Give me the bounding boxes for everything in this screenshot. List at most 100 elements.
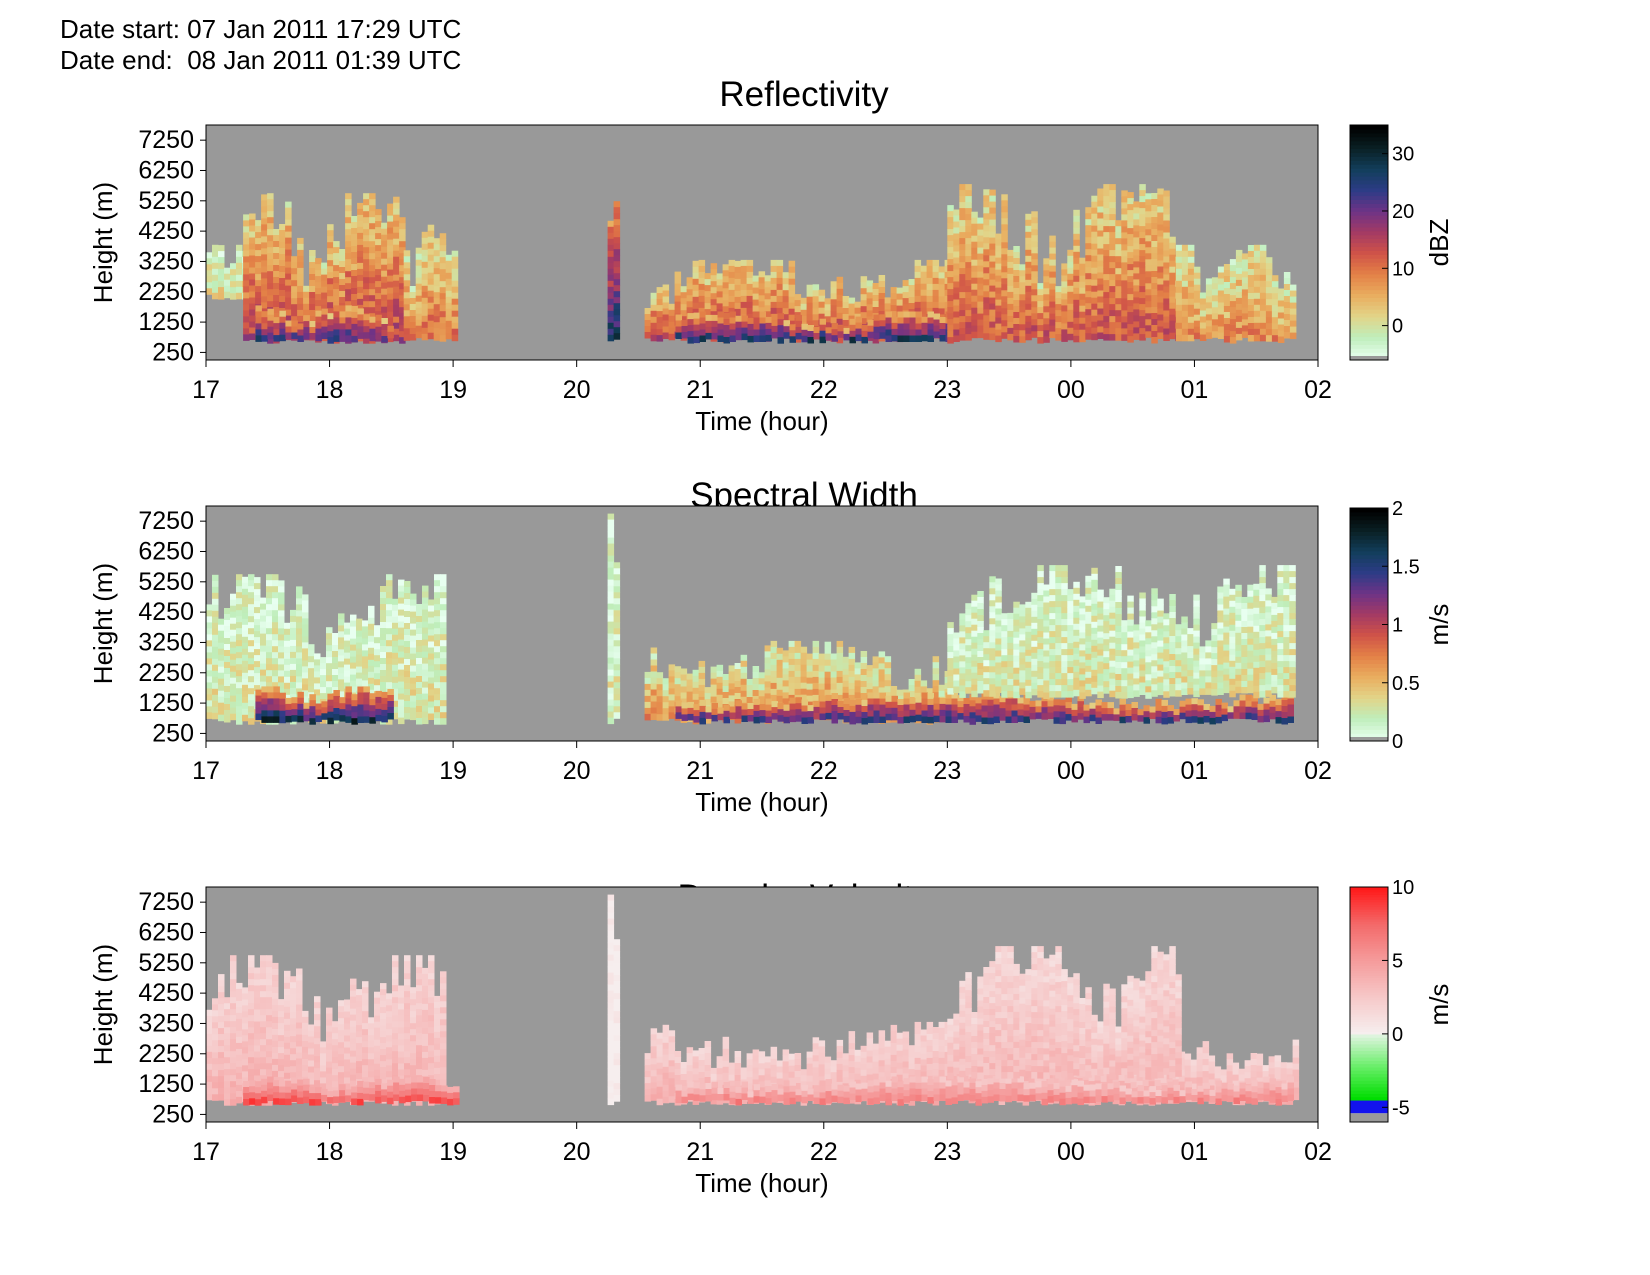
x-tick-label: 17 <box>192 376 220 404</box>
x-tick-label: 01 <box>1181 757 1209 785</box>
colorbar-missing-swatch <box>1350 737 1388 741</box>
y-axis-label: Height (m) <box>88 944 118 1065</box>
x-tick-label: 18 <box>316 757 344 785</box>
y-tick-label: 4250 <box>138 979 194 1007</box>
echo-region <box>947 946 1182 1080</box>
x-tick-label: 21 <box>686 757 714 785</box>
y-tick-label: 5250 <box>138 949 194 977</box>
x-tick-label: 17 <box>192 757 220 785</box>
x-tick-label: 00 <box>1057 1138 1085 1166</box>
x-tick-label: 19 <box>439 376 467 404</box>
y-tick-label: 250 <box>152 338 194 366</box>
colorbar-label: m/s <box>1424 604 1454 646</box>
y-tick-label: 4250 <box>138 217 194 245</box>
x-tick-label: 18 <box>316 1138 344 1166</box>
x-tick-label: 20 <box>563 1138 591 1166</box>
echo-region <box>243 1076 460 1106</box>
y-tick-label: 6250 <box>138 918 194 946</box>
echo-region <box>206 955 447 1106</box>
y-tick-label: 3250 <box>138 247 194 275</box>
x-tick-label: 23 <box>933 757 961 785</box>
x-tick-label: 02 <box>1304 757 1332 785</box>
colorbar-tick-label: 20 <box>1392 201 1414 223</box>
x-tick-label: 00 <box>1057 376 1085 404</box>
y-tick-label: 5250 <box>138 568 194 596</box>
y-tick-label: 2250 <box>138 1040 194 1068</box>
colorbar-label: dBZ <box>1424 219 1454 267</box>
x-tick-label: 02 <box>1304 1138 1332 1166</box>
x-tick-label: 19 <box>439 1138 467 1166</box>
y-tick-label: 3250 <box>138 628 194 656</box>
x-axis-label: Time (hour) <box>695 787 828 817</box>
date-start: Date start: 07 Jan 2011 17:29 UTC <box>60 14 462 44</box>
colorbar-missing-swatch <box>1350 356 1388 360</box>
x-tick-label: 23 <box>933 1138 961 1166</box>
colorbar-tick-label: 0 <box>1392 316 1403 338</box>
echo-region <box>675 311 952 344</box>
y-tick-label: 7250 <box>138 126 194 154</box>
y-tick-label: 4250 <box>138 598 194 626</box>
colorbar: 10 5 0 -5 m/s <box>1349 877 1454 1123</box>
y-tick-label: 5250 <box>138 187 194 215</box>
colorbar-tick-label: 0 <box>1392 731 1403 753</box>
y-tick-label: 250 <box>152 1100 194 1128</box>
x-tick-label: 01 <box>1181 376 1209 404</box>
colorbar-tick-label: 2 <box>1392 498 1403 520</box>
y-tick-label: 2250 <box>138 278 194 306</box>
x-tick-label: 22 <box>810 376 838 404</box>
echo-region <box>607 513 621 725</box>
colorbar-missing-swatch <box>1350 1113 1388 1122</box>
colorbar-tick-label: -5 <box>1392 1097 1410 1119</box>
title-reflectivity: Reflectivity <box>719 75 889 114</box>
colorbar-tick-label: 0 <box>1392 1024 1403 1046</box>
y-tick-label: 1250 <box>138 1070 194 1098</box>
colorbar: 30 20 10 0 dBZ <box>1349 124 1454 361</box>
y-tick-label: 6250 <box>138 156 194 184</box>
y-axis-label: Height (m) <box>88 182 118 303</box>
colorbar-tick-label: 0.5 <box>1392 673 1420 695</box>
colorbar-tick-label: 10 <box>1392 258 1414 280</box>
y-tick-label: 2250 <box>138 659 194 687</box>
y-tick-label: 7250 <box>138 507 194 535</box>
colorbar-tick-label: 1.5 <box>1392 556 1420 578</box>
y-tick-label: 7250 <box>138 888 194 916</box>
x-tick-label: 01 <box>1181 1138 1209 1166</box>
echo-region <box>255 686 394 725</box>
echo-region <box>607 894 621 1106</box>
echo-region <box>1175 244 1297 344</box>
echo-region <box>243 193 406 344</box>
x-tick-label: 00 <box>1057 757 1085 785</box>
x-tick-label: 21 <box>686 1138 714 1166</box>
y-tick-label: 250 <box>152 719 194 747</box>
echo-region <box>947 565 1296 699</box>
x-tick-label: 18 <box>316 376 344 404</box>
x-axis-label: Time (hour) <box>695 406 828 436</box>
echo-region <box>675 1076 1294 1106</box>
x-tick-label: 23 <box>933 376 961 404</box>
colorbar: 2 1.5 1 0.5 0 m/s <box>1349 498 1454 753</box>
x-tick-label: 22 <box>810 757 838 785</box>
echo-region <box>255 305 394 344</box>
x-tick-label: 19 <box>439 757 467 785</box>
x-tick-label: 22 <box>810 1138 838 1166</box>
plot-border <box>205 886 1319 1123</box>
echo-region <box>403 224 459 342</box>
x-axis-label: Time (hour) <box>695 1168 828 1198</box>
y-tick-label: 1250 <box>138 308 194 336</box>
x-tick-label: 21 <box>686 376 714 404</box>
colorbar-label: m/s <box>1424 984 1454 1026</box>
colorbar-border <box>1349 124 1389 361</box>
x-tick-label: 17 <box>192 1138 220 1166</box>
echo-region <box>947 184 1182 344</box>
colorbar-tick-label: 1 <box>1392 615 1403 637</box>
colorbar-tick-label: 10 <box>1392 877 1414 899</box>
echo-region <box>607 201 621 342</box>
y-axis-label: Height (m) <box>88 563 118 684</box>
y-tick-label: 3250 <box>138 1009 194 1037</box>
colorbar-border <box>1349 886 1389 1123</box>
x-tick-label: 02 <box>1304 376 1332 404</box>
